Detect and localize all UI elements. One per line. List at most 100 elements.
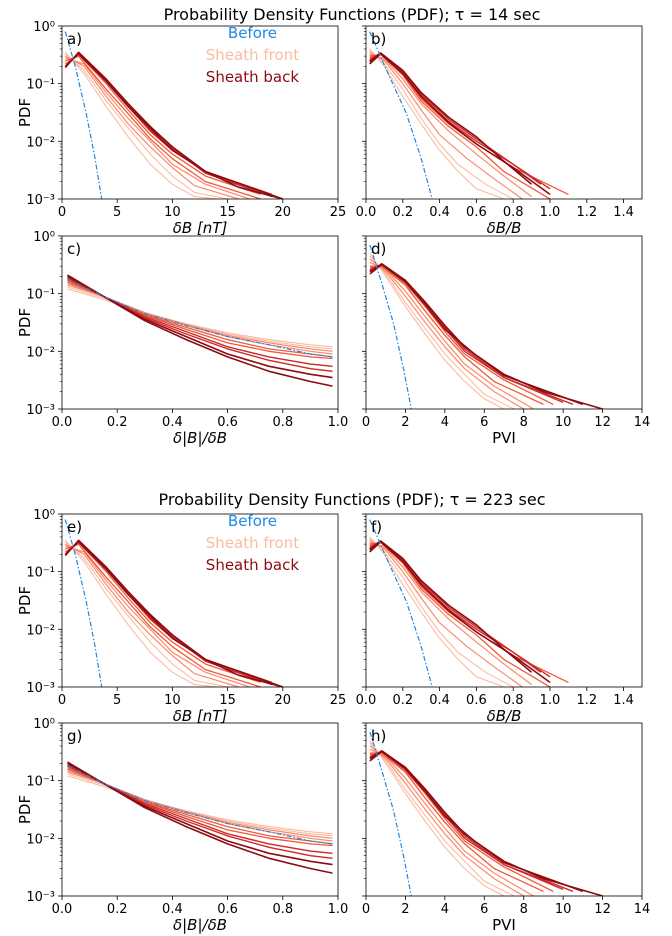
series-sheath-line (67, 288, 333, 348)
series-sheath-line (369, 740, 505, 896)
series-sheath-line (369, 540, 542, 673)
figure-title-top: Probability Density Functions (PDF); τ =… (164, 5, 541, 24)
x-axis-label: PVI (492, 916, 516, 934)
series-before-line (64, 31, 103, 199)
x-tick-label: 1.4 (613, 205, 634, 220)
series-sheath-line (369, 749, 584, 893)
series-sheath-line (67, 765, 333, 854)
y-tick-label: 10⁰ (33, 230, 55, 245)
x-tick-label: 0.8 (503, 693, 524, 708)
x-tick-label: 4 (441, 902, 449, 917)
series-sheath-line (67, 769, 333, 842)
series-sheath-line (369, 49, 514, 199)
series-sheath-line (64, 51, 217, 199)
series-sheath-line (369, 748, 534, 896)
x-tick-label: 0.0 (356, 205, 377, 220)
series-sheath-line (369, 541, 551, 678)
x-axis-label: PVI (492, 429, 516, 447)
series-sheath-line (64, 540, 284, 687)
y-tick-label: 10⁻² (26, 135, 55, 150)
series-sheath-line (369, 750, 564, 891)
x-tick-label: 20 (275, 693, 292, 708)
series-sheath-line (67, 775, 333, 835)
series-before-line (369, 31, 433, 199)
series-sheath-line (67, 771, 333, 839)
x-tick-label: 0 (58, 205, 66, 220)
x-tick-label: 15 (219, 693, 236, 708)
y-axis-label: PDF (16, 98, 34, 127)
legend-entry: Sheath front (206, 46, 299, 64)
y-tick-label: 10⁰ (33, 508, 55, 523)
panel-e: 0 5 10 15 20 25 10⁻³ 10⁻² 10⁻¹ 10⁰ δB [nT] PDF e) Bef… (16, 508, 346, 725)
x-tick-label: 1.0 (540, 693, 561, 708)
series-sheath-line (64, 53, 228, 199)
legend-entry: Before (228, 24, 277, 42)
series-sheath-line (369, 51, 523, 199)
legend-entry: Sheath front (206, 534, 299, 552)
axes-frame (61, 722, 339, 897)
panel-label: b) (371, 30, 386, 48)
x-tick-label: 10 (555, 415, 572, 430)
x-tick-label: 8 (520, 415, 528, 430)
series-sheath-line (369, 263, 603, 409)
x-tick-label: 0.4 (162, 902, 183, 917)
x-tick-label: 0.6 (217, 415, 238, 430)
series-sheath-line (369, 752, 544, 892)
x-tick-label: 0.4 (162, 415, 183, 430)
y-tick-label: 10⁻¹ (26, 775, 55, 790)
series-sheath-line (67, 284, 333, 352)
x-tick-label: 2 (401, 902, 409, 917)
series-sheath-line (369, 742, 515, 896)
series-before-line (67, 765, 333, 845)
x-axis-label: δB/B (487, 219, 522, 237)
series-sheath-line (369, 253, 505, 409)
series-sheath-line (369, 53, 551, 190)
x-tick-label: 0 (58, 693, 66, 708)
x-tick-label: 6 (480, 902, 488, 917)
x-tick-label: 1.0 (328, 415, 349, 430)
x-tick-label: 0.2 (107, 415, 128, 430)
y-axis-label: PDF (16, 586, 34, 615)
y-tick-label: 10⁻¹ (26, 288, 55, 303)
x-tick-label: 0.4 (429, 205, 450, 220)
series-sheath-line (369, 255, 515, 409)
x-tick-label: 25 (330, 693, 347, 708)
y-axis-label: PDF (16, 308, 34, 337)
axes-frame (365, 25, 643, 200)
x-axis-label: δB [nT] (173, 707, 228, 725)
y-tick-label: 10⁻² (26, 623, 55, 638)
legend-entry: Sheath back (206, 556, 300, 574)
series-sheath-line (369, 262, 584, 406)
series-sheath-line (65, 543, 261, 687)
axes-frame (61, 25, 339, 200)
y-tick-label: 10⁰ (33, 717, 55, 732)
series-before-line (67, 278, 333, 358)
panel-f: 0.0 0.2 0.4 0.6 0.8 1.0 1.2 1.4 δB/B f) (356, 513, 643, 725)
series-sheath-line (64, 541, 228, 687)
x-tick-label: 14 (634, 902, 651, 917)
series-sheath-line (64, 52, 284, 199)
panel-g: 0.0 0.2 0.4 0.6 0.8 1.0 10⁻³ 10⁻² 10⁻¹ 10⁰ δ|B|/δB… (16, 717, 348, 934)
series-sheath-line (369, 52, 542, 185)
x-tick-label: 10 (164, 205, 181, 220)
x-tick-label: 0.0 (356, 693, 377, 708)
legend-entry: Before (228, 512, 277, 530)
x-tick-label: 0.0 (52, 415, 73, 430)
series-sheath-line (369, 53, 532, 198)
panel-label: d) (371, 240, 386, 258)
series-sheath-line (369, 52, 551, 196)
x-tick-label: 8 (520, 902, 528, 917)
series-sheath-line (369, 541, 532, 686)
series-sheath-line (369, 263, 564, 404)
series-sheath-line (369, 537, 514, 687)
series-sheath-line (64, 539, 217, 687)
series-sheath-line (67, 274, 333, 387)
x-tick-label: 25 (330, 205, 347, 220)
series-sheath-line (67, 276, 333, 372)
y-tick-label: 10⁻³ (26, 193, 55, 208)
x-tick-label: 0.8 (272, 415, 293, 430)
x-tick-label: 1.0 (540, 205, 561, 220)
x-tick-label: 0.8 (272, 902, 293, 917)
series-before-line (64, 519, 103, 687)
